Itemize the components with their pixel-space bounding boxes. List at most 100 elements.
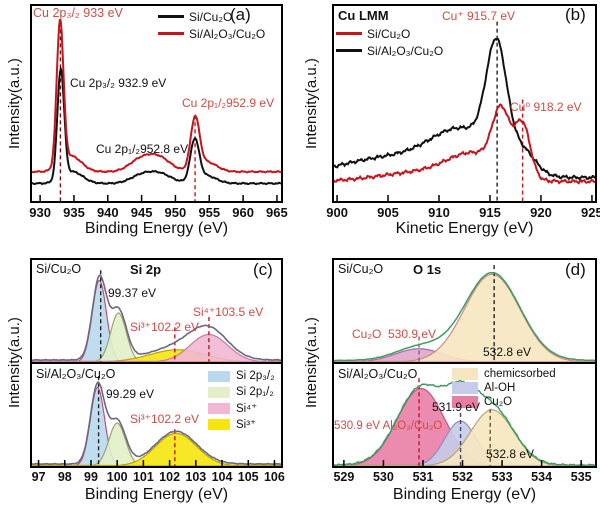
annotation-5309-bottom: 530.9 eV Al₂O₃/Cu₂O [334, 420, 443, 432]
panel-b-legend: Si/Cu₂O Si/Al₂O₃/Cu₂O [336, 25, 443, 59]
red-line-swatch [158, 32, 184, 35]
x-tick-label: 960 [232, 205, 254, 220]
panel-c-top-plot [32, 270, 281, 362]
panel-d-plot-box [332, 258, 597, 468]
x-tick-label: 965 [266, 205, 288, 220]
x-tick-label: 940 [96, 205, 119, 220]
legend-label: Si 2p₁/₂ [236, 386, 274, 398]
legend-label: Si³⁺ [236, 419, 257, 431]
panel-letter-a: (a) [230, 5, 251, 24]
al-oh-swatch [452, 382, 478, 394]
panel-a-ylabel: Intensity(a.u.) [6, 58, 23, 149]
x-tick-label: 930 [29, 205, 51, 220]
panel-c-legend: Si 2p₃/₂ Si 2p₁/₂ Si⁴⁺ Si³⁺ [208, 368, 275, 432]
legend-label: Si/Cu₂O [189, 9, 233, 24]
annotation-si3plus-bottom: Si³⁺102.2 eV [130, 412, 200, 426]
x-tick-label: 955 [198, 205, 221, 220]
panel-c-title: Si 2p [130, 262, 162, 277]
x-tick-label: 910 [428, 205, 450, 220]
panel-d-top-sample: Si/Cu₂O [338, 262, 384, 276]
panel-c-bottom-plot [32, 376, 281, 466]
panel-a-plot [32, 18, 281, 201]
panel-b-xticks: 900 905 910 915 920 925 [326, 205, 600, 220]
chemicsorbed-swatch [452, 368, 478, 380]
x-tick-label: 105 [237, 470, 259, 484]
x-tick-label: 530 [372, 470, 394, 484]
panel-c-top-sample: Si/Cu₂O [36, 262, 82, 276]
legend-item: Si 2p₃/₂ [208, 368, 275, 384]
x-tick-label: 98 [57, 470, 72, 484]
legend-item: Si/Al₂O₃/Cu₂O [158, 25, 265, 42]
cu2o-swatch [452, 396, 478, 408]
si3plus-swatch [208, 418, 230, 430]
panel-b-plot [334, 21, 595, 201]
x-tick-label: 531 [412, 470, 434, 484]
panel-b-title: Cu LMM [338, 8, 389, 23]
legend-label: Si 2p₃/₂ [236, 370, 275, 382]
si2p32-swatch [208, 370, 230, 382]
annotation-5319-bottom: 531.9 eV [432, 400, 481, 414]
x-tick-label: 905 [377, 205, 399, 220]
annotation-cu2p32-933: Cu 2p₃/₂ 933 eV [33, 6, 123, 20]
legend-label: Al-OH [484, 382, 516, 394]
panel-c-plot-box [30, 258, 283, 468]
annotation-si2p-9929: 99.29 eV [106, 387, 155, 401]
x-tick-label: 925 [581, 205, 600, 220]
x-tick-label: 101 [132, 470, 154, 484]
x-tick-label: 532 [452, 470, 473, 484]
x-tick-label: 920 [530, 205, 552, 220]
legend-item: Si 2p₁/₂ [208, 384, 275, 400]
panel-a-legend: Si/Cu₂O Si/Al₂O₃/Cu₂O [158, 8, 265, 42]
panel-a-plot-box [30, 4, 283, 203]
x-tick-label: 529 [333, 470, 355, 484]
panel-d-title: O 1s [413, 262, 442, 277]
panel-d-legend: chemicsorbed Al-OH Cu₂O [452, 367, 556, 409]
panel-b-plot-box [332, 4, 597, 203]
panel-b-ylabel: Intensity(a.u.) [303, 58, 320, 149]
annotation-si2p-9937: 99.37 eV [108, 286, 157, 300]
panel-c-xlabel: Binding Energy (eV) [84, 486, 229, 503]
panel-d-ylabel: Intensity(a.u.) [303, 317, 320, 409]
panel-c-xticks: 97 98 99 100 101 102 103 104 105 106 [31, 470, 285, 485]
panel-d-xlabel: Binding Energy (eV) [392, 486, 537, 503]
panel-d-xticks: 529 530 531 532 533 534 535 [333, 470, 595, 485]
panel-c-bottom-sample: Si/Al₂O₃/Cu₂O [36, 367, 116, 381]
annotation-cu2p12-9528: Cu 2p₁/₂952.8 eV [96, 142, 189, 156]
annotation-cu2p12-9529: Cu 2p₁/₂952.9 eV [182, 96, 275, 110]
x-tick-label: 99 [84, 470, 98, 484]
x-tick-label: 106 [263, 470, 285, 484]
legend-item: Cu₂O [452, 395, 556, 409]
legend-label: Si⁴⁺ [236, 403, 258, 415]
legend-item: Al-OH [452, 381, 556, 395]
panel-c-divider [32, 362, 281, 364]
legend-label: Si/Al₂O₃/Cu₂O [189, 26, 266, 41]
legend-item: Si/Al₂O₃/Cu₂O [336, 42, 443, 59]
x-tick-label: 533 [491, 470, 513, 484]
si4plus-swatch [208, 402, 230, 414]
panel-d-top-plot [334, 265, 595, 362]
panel-letter-b: (b) [565, 5, 586, 24]
black-line-swatch [158, 15, 184, 18]
x-tick-label: 103 [185, 470, 207, 484]
x-tick-label: 915 [479, 205, 501, 220]
annotation-si3plus-top: Si³⁺102.2 eV [130, 320, 200, 334]
x-tick-label: 900 [326, 205, 348, 220]
legend-item: Si/Cu₂O [336, 25, 443, 42]
panel-letter-d: (d) [565, 260, 586, 279]
black-line-swatch [336, 49, 362, 52]
legend-label: Si/Al₂O₃/Cu₂O [367, 43, 444, 58]
legend-label: chemicsorbed [484, 368, 556, 380]
legend-label: Cu₂O [484, 396, 513, 408]
x-tick-label: 97 [31, 470, 46, 484]
panel-c-ylabel: Intensity(a.u.) [6, 317, 23, 409]
x-tick-label: 935 [63, 205, 85, 220]
legend-item: Si⁴⁺ [208, 400, 275, 416]
x-tick-label: 945 [130, 205, 153, 220]
x-tick-label: 102 [159, 470, 181, 484]
legend-label: Si/Cu₂O [367, 26, 411, 41]
annotation-cu-plus: Cu⁺ 915.7 eV [442, 9, 516, 23]
x-tick-label: 950 [164, 205, 187, 220]
panel-letter-c: (c) [253, 260, 273, 279]
legend-item: chemicsorbed [452, 367, 556, 381]
